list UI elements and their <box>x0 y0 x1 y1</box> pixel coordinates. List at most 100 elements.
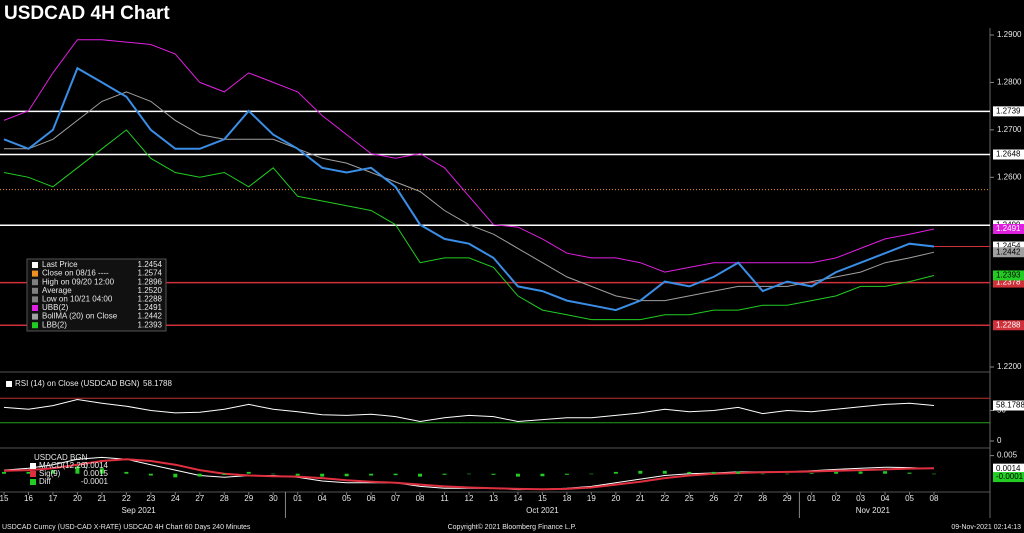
legend-value: -0.0001 <box>81 477 109 486</box>
legend-value: 0.0014 <box>84 461 109 470</box>
y-tick-label: 0.005 <box>997 451 1018 460</box>
diff-bar <box>736 471 741 474</box>
legend-value: 1.2442 <box>138 312 163 321</box>
diff-bar <box>50 470 55 474</box>
legend-value: 1.2393 <box>138 320 163 329</box>
x-tick-label: 01 <box>807 494 816 503</box>
legend-value: 1.2454 <box>138 260 163 269</box>
x-tick-label: 17 <box>48 494 57 503</box>
diff-bar <box>369 473 374 476</box>
x-tick-label: 21 <box>97 494 106 503</box>
legend-swatch <box>32 305 38 311</box>
diff-bar <box>26 471 31 474</box>
diff-bar <box>613 471 618 474</box>
diff-bar <box>491 473 496 475</box>
diff-bar <box>564 473 569 475</box>
level-tag: 1.2378 <box>996 278 1021 287</box>
series-line <box>3 458 935 491</box>
diff-bar <box>2 471 6 474</box>
legend-swatch <box>32 296 38 303</box>
legend-label: UBB(2) <box>42 303 69 312</box>
legend-value: 1.2491 <box>138 303 163 312</box>
diff-bar <box>785 473 790 475</box>
diff-bar <box>222 473 227 475</box>
lbb-tag-bg <box>993 270 1024 281</box>
x-tick-label: 18 <box>562 494 571 503</box>
diff-bar <box>711 471 716 474</box>
x-tick-label: 30 <box>269 494 278 503</box>
legend-value: 0.0015 <box>84 469 109 478</box>
diff-bar <box>809 472 814 474</box>
legend-value: 1.2574 <box>138 269 163 278</box>
legend-value: 1.2288 <box>138 295 163 304</box>
legend-swatch <box>30 463 36 469</box>
legend-swatch <box>30 471 36 477</box>
y-tick-label: 1.2800 <box>997 78 1022 87</box>
series-line <box>4 91 935 302</box>
x-tick-label: 04 <box>318 494 327 503</box>
diff-bar <box>540 473 545 477</box>
legend-swatch <box>32 270 38 277</box>
legend-label: Average <box>42 286 72 295</box>
diff-bar <box>197 473 202 477</box>
diff-bar <box>760 473 765 475</box>
diff-bar <box>467 473 471 475</box>
diff-bar <box>344 473 349 477</box>
legend-swatch <box>32 322 38 329</box>
x-tick-label: 08 <box>416 494 425 503</box>
x-tick-label: 11 <box>440 494 449 503</box>
series-line <box>3 129 935 321</box>
x-tick-label: 15 <box>538 494 547 503</box>
diff-bar <box>515 473 520 477</box>
level-tag: 1.2288 <box>996 320 1021 329</box>
diff-bar <box>246 471 251 474</box>
x-tick-label: 14 <box>513 494 522 503</box>
level-tag-bg <box>993 277 1024 288</box>
price-line <box>3 66 935 312</box>
legend-label: Low on 10/21 04:00 <box>42 295 113 304</box>
x-tick-label: 04 <box>881 494 890 503</box>
diff-bar <box>320 473 325 477</box>
diff-bar <box>173 473 178 478</box>
x-tick-label: 12 <box>465 494 474 503</box>
legend-label: Diff <box>39 477 52 486</box>
footer-center: Copyright© 2021 Bloomberg Finance L.P. <box>448 523 577 531</box>
legend-swatch <box>6 381 12 387</box>
y-tick-label: 1.2900 <box>997 30 1022 39</box>
month-label: Sep 2021 <box>121 506 156 515</box>
panel-title: RSI (14) on Close (USDCAD BGN) <box>15 379 140 388</box>
legend-swatch <box>32 287 38 294</box>
level-tag-bg <box>993 106 1024 117</box>
level-tag: 1.2739 <box>996 106 1021 115</box>
x-tick-label: 05 <box>342 494 351 503</box>
footer-right: 09-Nov-2021 02:14:13 <box>951 524 1021 531</box>
level-tag-bg <box>993 149 1024 160</box>
bollma-tag: 1.2442 <box>996 247 1021 256</box>
macd-tag-bg <box>993 463 1024 474</box>
x-tick-label: 07 <box>391 494 400 503</box>
ubb-tag: 1.2491 <box>996 224 1021 233</box>
x-tick-label: 26 <box>709 494 718 503</box>
footer-left: USDCAD Curncy (USD-CAD X-RATE) USDCAD 4H… <box>2 524 251 531</box>
month-label: Nov 2021 <box>856 506 891 515</box>
last-price-tag: 1.2454 <box>996 242 1021 251</box>
legend-box <box>26 258 167 332</box>
x-tick-label: 24 <box>171 494 180 503</box>
diff-bar <box>589 473 594 475</box>
diff-bar <box>148 473 153 476</box>
diff-tag: -0.0001 <box>996 472 1024 481</box>
level-tag: 1.2648 <box>996 150 1021 159</box>
diff-tag-bg <box>993 472 1024 483</box>
x-tick-label: 27 <box>195 494 204 503</box>
x-tick-label: 27 <box>734 494 743 503</box>
diff-bar <box>834 471 839 474</box>
diff-bar <box>932 473 936 475</box>
rsi-tag: 58.1788 <box>996 401 1024 410</box>
diff-bar <box>418 473 423 477</box>
series-line <box>3 398 935 423</box>
diff-bar <box>393 473 398 476</box>
legend-label: LBB(2) <box>42 320 67 329</box>
diff-bar <box>99 468 104 474</box>
legend-swatch <box>30 479 36 485</box>
